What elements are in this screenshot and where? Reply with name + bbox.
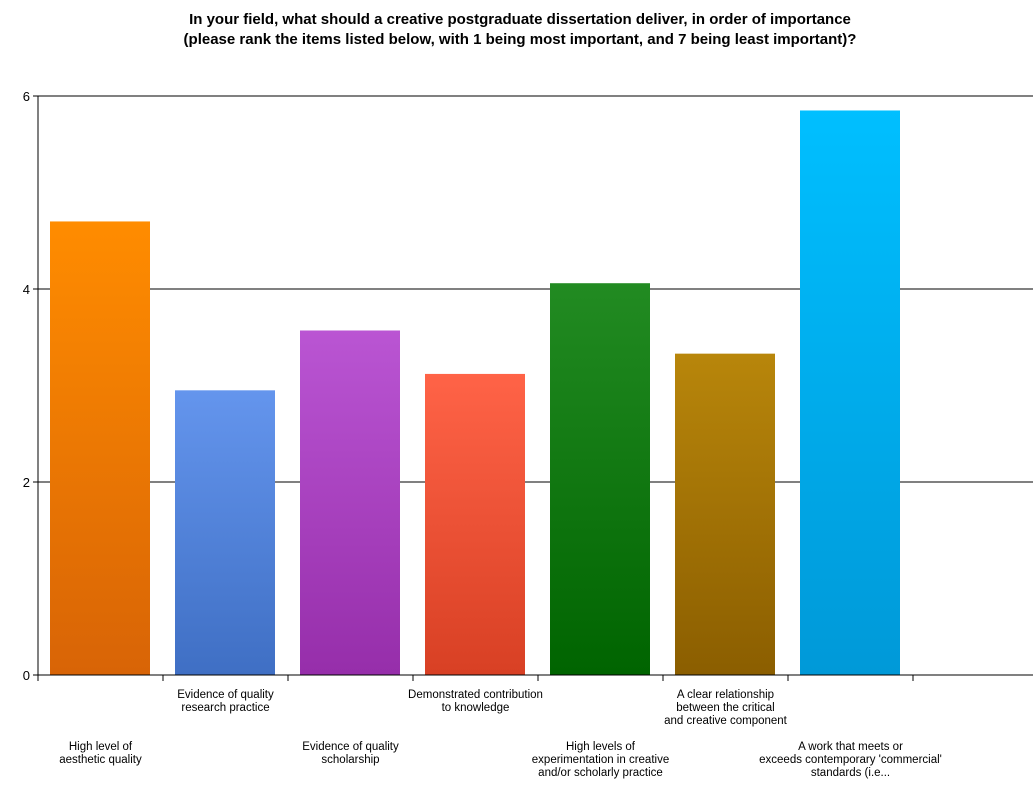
y-tick-labels: 0 2 4 6: [23, 89, 38, 683]
axes: [37, 96, 1033, 681]
bar: [300, 330, 400, 675]
y-tick-label: 6: [23, 89, 30, 104]
bar: [50, 221, 150, 675]
chart-title-line-1: In your field, what should a creative po…: [189, 11, 851, 28]
x-category-label: A work that meets or exceeds contemporary…: [759, 741, 942, 779]
x-category-label: High levels of experimentation in creativ…: [532, 741, 669, 779]
x-category-label: High level of aesthetic quality: [59, 741, 142, 766]
y-tick-label: 2: [23, 475, 30, 490]
bar: [550, 283, 650, 675]
bars: [50, 110, 900, 676]
bar: [175, 390, 275, 675]
bar: [425, 373, 525, 675]
y-tick-label: 4: [23, 282, 30, 297]
chart-title-line-2: (please rank the items listed below, wit…: [184, 31, 857, 48]
chart-title: In your field, what should a creative po…: [184, 11, 857, 48]
x-category-label: A clear relationship between the critical…: [664, 689, 788, 727]
bar: [675, 353, 775, 675]
x-category-label: Evidence of quality scholarship: [302, 741, 399, 766]
x-category-labels: High level of aesthetic quality Evidence o…: [59, 689, 942, 779]
y-tick-label: 0: [23, 668, 30, 683]
x-category-label: Demonstrated contribution to knowledge: [408, 689, 543, 714]
x-category-label: Evidence of quality research practice: [177, 689, 274, 714]
bar: [800, 110, 900, 676]
